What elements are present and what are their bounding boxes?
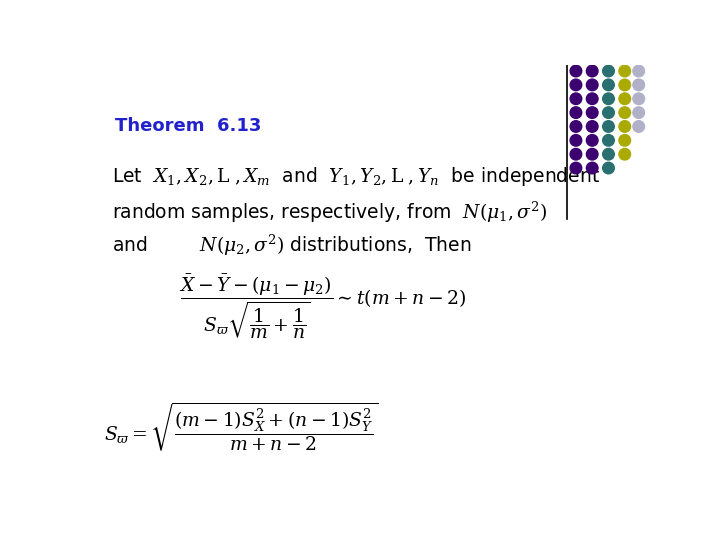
Circle shape [586,121,598,132]
Circle shape [603,121,614,132]
Circle shape [603,107,614,118]
Circle shape [633,121,644,132]
Text: Theorem  6.13: Theorem 6.13 [114,117,261,135]
Text: $S_\varpi=\sqrt{\dfrac{(m-1)S_X^2+(n-1)S_Y^2}{m+n-2}}$: $S_\varpi=\sqrt{\dfrac{(m-1)S_X^2+(n-1)S… [104,400,378,453]
Circle shape [619,148,631,160]
Circle shape [586,134,598,146]
Circle shape [619,93,631,105]
Circle shape [603,148,614,160]
Circle shape [603,79,614,91]
Circle shape [619,107,631,118]
Text: random samples, respectively, from  $N(\mu_1,\sigma^2)$: random samples, respectively, from $N(\m… [112,200,547,225]
Circle shape [586,65,598,77]
Circle shape [619,134,631,146]
Circle shape [570,148,582,160]
Circle shape [586,79,598,91]
Circle shape [633,107,644,118]
Circle shape [603,93,614,105]
Circle shape [586,148,598,160]
Text: and $\qquad\;$ $N(\mu_2,\sigma^2)$ distributions,  Then: and $\qquad\;$ $N(\mu_2,\sigma^2)$ distr… [112,233,471,258]
Circle shape [586,163,598,174]
Circle shape [586,107,598,118]
Circle shape [586,93,598,105]
Circle shape [603,163,614,174]
Circle shape [633,65,644,77]
Circle shape [619,65,631,77]
Circle shape [570,163,582,174]
Circle shape [570,107,582,118]
Circle shape [619,79,631,91]
Circle shape [570,93,582,105]
Text: $\dfrac{\bar{X}-\bar{Y}-(\mu_1-\mu_2)}{S_\varpi\sqrt{\dfrac{1}{m}+\dfrac{1}{n}}}: $\dfrac{\bar{X}-\bar{Y}-(\mu_1-\mu_2)}{S… [179,273,467,341]
Circle shape [603,65,614,77]
Circle shape [570,79,582,91]
Text: Let  $X_1,X_2,\mathrm{L}\;,X_m$  and  $Y_1,Y_2,\mathrm{L}\;,Y_n$  be independent: Let $X_1,X_2,\mathrm{L}\;,X_m$ and $Y_1,… [112,165,600,188]
Circle shape [633,93,644,105]
Circle shape [603,134,614,146]
Circle shape [570,134,582,146]
Circle shape [619,121,631,132]
Circle shape [570,65,582,77]
Circle shape [570,121,582,132]
Circle shape [633,79,644,91]
